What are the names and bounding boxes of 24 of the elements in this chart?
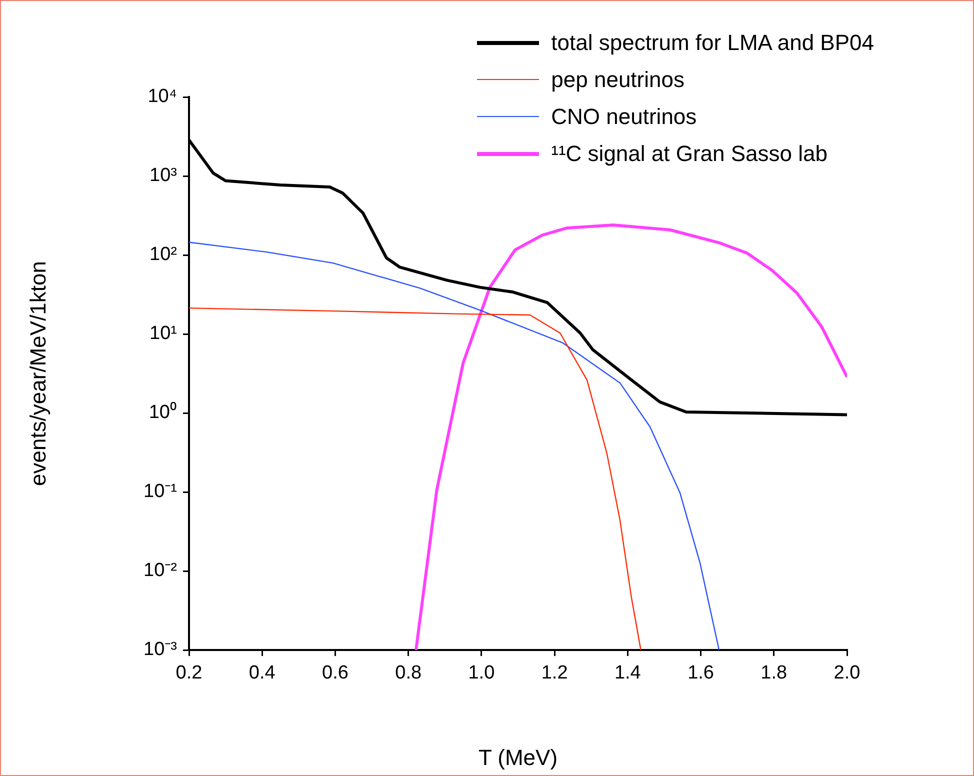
y-tick-label: 10⁰ [148,401,177,424]
x-tick-label: 2.0 [834,662,860,684]
y-tick-label: 10⁻³ [144,639,177,660]
y-tick-label: 10³ [150,165,177,186]
y-tick-label: 10⁴ [148,86,177,108]
y-tick-label: 10¹ [150,323,177,344]
y-tick-label: 10⁻² [144,560,177,582]
x-tick-label: 1.2 [541,662,568,684]
y-axis-title: events/year/MeV/1kton [25,260,50,486]
x-tick-label: 0.2 [176,662,202,684]
x-tick-label: 1.4 [614,662,642,684]
x-tick-label: 0.6 [322,662,348,684]
legend-label: total spectrum for LMA and BP04 [551,30,874,56]
x-tick-label: 0.8 [395,662,422,684]
x-tick-label: 1.8 [760,662,788,684]
legend-label: pep neutrinos [551,66,684,92]
x-axis-title: T (MeV) [478,744,558,770]
y-tick-label: 10² [150,244,177,266]
x-tick-label: 0.4 [248,662,276,684]
legend-label: CNO neutrinos [551,104,697,130]
x-tick-label: 1.0 [468,662,495,684]
y-tick-label: 10⁻¹ [144,481,177,502]
legend-label: ¹¹C signal at Gran Sasso lab [551,140,828,166]
x-tick-label: 1.6 [688,662,714,684]
